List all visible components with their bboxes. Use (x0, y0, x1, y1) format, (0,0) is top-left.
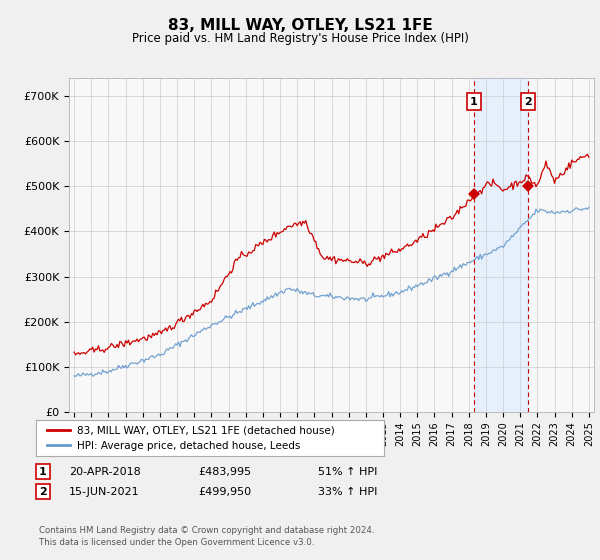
Text: 33% ↑ HPI: 33% ↑ HPI (318, 487, 377, 497)
Text: Price paid vs. HM Land Registry's House Price Index (HPI): Price paid vs. HM Land Registry's House … (131, 31, 469, 45)
Bar (474, 78, 528, 412)
Text: 2: 2 (524, 97, 532, 107)
Text: 15-JUN-2021: 15-JUN-2021 (69, 487, 140, 497)
Text: 2: 2 (39, 487, 47, 497)
Text: 51% ↑ HPI: 51% ↑ HPI (318, 466, 377, 477)
Text: £499,950: £499,950 (198, 487, 251, 497)
Text: 83, MILL WAY, OTLEY, LS21 1FE: 83, MILL WAY, OTLEY, LS21 1FE (167, 18, 433, 32)
Text: 1: 1 (470, 97, 478, 107)
Text: Contains HM Land Registry data © Crown copyright and database right 2024.
This d: Contains HM Land Registry data © Crown c… (39, 526, 374, 547)
Text: 20-APR-2018: 20-APR-2018 (69, 466, 141, 477)
Legend: 83, MILL WAY, OTLEY, LS21 1FE (detached house), HPI: Average price, detached hou: 83, MILL WAY, OTLEY, LS21 1FE (detached … (41, 419, 341, 458)
Text: £483,995: £483,995 (198, 466, 251, 477)
Text: 1: 1 (39, 466, 47, 477)
